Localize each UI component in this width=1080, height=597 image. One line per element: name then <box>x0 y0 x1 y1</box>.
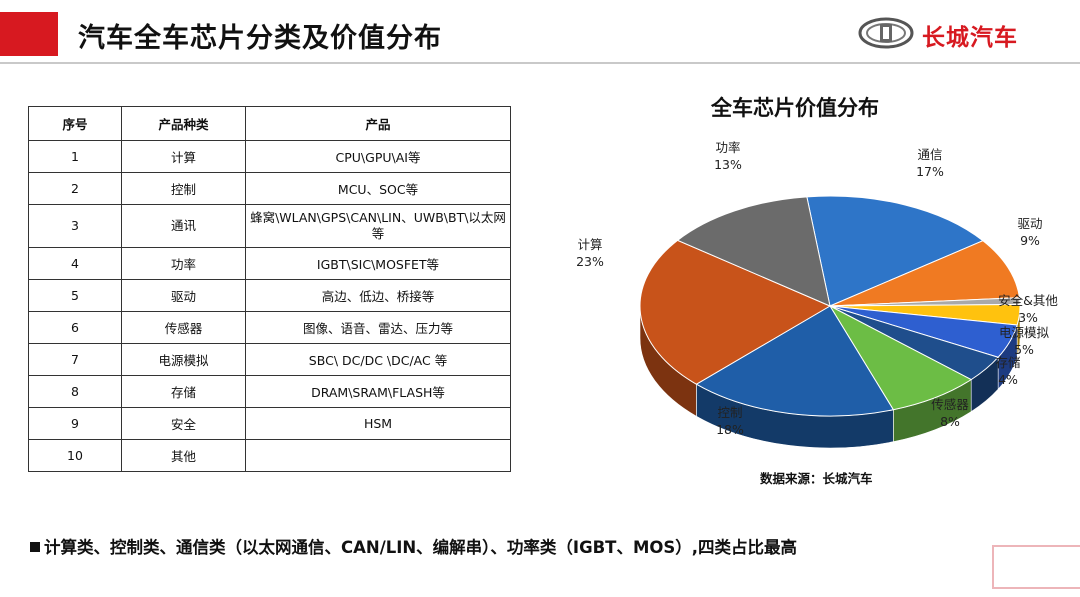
table-row: 9 安全 HSM <box>28 407 511 440</box>
column-header: 序号 <box>28 106 122 141</box>
watermark-stamp <box>992 545 1080 589</box>
pie-label-value: 5% <box>1014 342 1034 357</box>
row-index: 4 <box>28 247 122 280</box>
pie-label-value: 23% <box>576 254 604 269</box>
row-index: 3 <box>28 204 122 248</box>
chart-title: 全车芯片价值分布 <box>711 96 879 120</box>
great-wall-logo-icon <box>858 17 914 49</box>
row-category: 通讯 <box>121 204 246 248</box>
pie-label-value: 13% <box>714 157 742 172</box>
pie-slice-控制 <box>695 305 895 417</box>
row-category: 控制 <box>121 172 246 205</box>
pie-label: 计算 23% <box>550 236 630 270</box>
table-row: 4 功率 IGBT\SIC\MOSFET等 <box>28 247 511 280</box>
row-product: 图像、语音、雷达、压力等 <box>245 311 511 344</box>
row-product: DRAM\SRAM\FLASH等 <box>245 375 511 408</box>
summary-note: 计算类、控制类、通信类（以太网通信、CAN/LIN、编解串）、功率类（IGBT、… <box>30 534 797 558</box>
pie-slice-驱动 <box>829 240 1021 307</box>
pie-slice-功率 <box>676 196 831 307</box>
header-divider <box>0 62 1080 64</box>
table-row: 1 计算 CPU\GPU\AI等 <box>28 140 511 173</box>
summary-note-text: 计算类、控制类、通信类（以太网通信、CAN/LIN、编解串）、功率类（IGBT、… <box>44 538 798 557</box>
pie-label: 电源模拟 5% <box>984 324 1064 358</box>
pie-label-name: 传感器 <box>931 397 969 412</box>
pie-label: 驱动 9% <box>990 215 1070 249</box>
row-product <box>245 439 511 472</box>
row-product: 蜂窝\WLAN\GPS\CAN\LIN、UWB\BT\以太网等 <box>245 204 511 248</box>
pie-label: 功率 13% <box>688 139 768 173</box>
pie-label: 通信 17% <box>890 146 970 180</box>
table-row: 5 驱动 高边、低边、桥接等 <box>28 279 511 312</box>
row-index: 8 <box>28 375 122 408</box>
pie-slice-计算 <box>639 239 832 385</box>
row-product: IGBT\SIC\MOSFET等 <box>245 247 511 280</box>
row-product: SBC\ DC/DC \DC/AC 等 <box>245 343 511 376</box>
pie-label-value: 4% <box>998 372 1018 387</box>
header: 汽车全车芯片分类及价值分布 长城汽车 <box>0 0 1080 66</box>
row-index: 9 <box>28 407 122 440</box>
chip-value-pie-chart: 全车芯片价值分布 数据来源：长城汽车 通信 17% 驱动 9% 安全&其他 3% 电源模拟 5… <box>560 70 1080 500</box>
row-index: 1 <box>28 140 122 173</box>
table-row: 3 通讯 蜂窝\WLAN\GPS\CAN\LIN、UWB\BT\以太网等 <box>28 204 511 248</box>
header-accent-bar <box>0 12 58 56</box>
pie-slice-传感器 <box>828 304 973 411</box>
row-product: HSM <box>245 407 511 440</box>
row-index: 10 <box>28 439 122 472</box>
row-category: 计算 <box>121 140 246 173</box>
pie-label: 传感器 8% <box>910 396 990 430</box>
row-index: 5 <box>28 279 122 312</box>
pie-label: 存储 4% <box>968 354 1048 388</box>
pie-label-value: 3% <box>1018 310 1038 325</box>
pie-label-name: 电源模拟 <box>998 325 1049 340</box>
pie-label-name: 安全&其他 <box>998 293 1058 308</box>
table-header-row: 序号 产品种类 产品 <box>28 106 511 141</box>
pie-label: 安全&其他 3% <box>988 292 1068 326</box>
row-product: 高边、低边、桥接等 <box>245 279 511 312</box>
row-index: 2 <box>28 172 122 205</box>
bullet-square-icon <box>30 542 40 552</box>
brand-logo: 长城汽车 <box>858 17 1058 51</box>
pie-label-value: 17% <box>916 164 944 179</box>
row-category: 其他 <box>121 439 246 472</box>
brand-name: 长城汽车 <box>922 25 1018 51</box>
row-index: 6 <box>28 311 122 344</box>
row-category: 驱动 <box>121 279 246 312</box>
pie-label-name: 驱动 <box>1017 216 1043 231</box>
column-header: 产品种类 <box>121 106 246 141</box>
row-category: 传感器 <box>121 311 246 344</box>
pie-label-value: 9% <box>1020 233 1040 248</box>
pie-chart-svg <box>639 195 1021 449</box>
pie-label-value: 18% <box>716 422 744 437</box>
pie-label-value: 8% <box>940 414 960 429</box>
pie-label-name: 控制 <box>717 405 743 420</box>
pie-label-name: 通信 <box>917 147 943 162</box>
table-row: 6 传感器 图像、语音、雷达、压力等 <box>28 311 511 344</box>
pie-slice-通信 <box>806 195 984 307</box>
page-title: 汽车全车芯片分类及价值分布 <box>78 23 442 54</box>
table-row: 7 电源模拟 SBC\ DC/DC \DC/AC 等 <box>28 343 511 376</box>
table-row: 2 控制 MCU、SOC等 <box>28 172 511 205</box>
row-category: 存储 <box>121 375 246 408</box>
pie-label: 控制 18% <box>690 404 770 438</box>
row-category: 电源模拟 <box>121 343 246 376</box>
row-product: CPU\GPU\AI等 <box>245 140 511 173</box>
table-row: 10 其他 <box>28 439 511 472</box>
pie-label-name: 功率 <box>715 140 741 155</box>
row-product: MCU、SOC等 <box>245 172 511 205</box>
row-category: 安全 <box>121 407 246 440</box>
row-index: 7 <box>28 343 122 376</box>
pie-label-name: 存储 <box>995 355 1021 370</box>
table-row: 8 存储 DRAM\SRAM\FLASH等 <box>28 375 511 408</box>
chart-source: 数据来源：长城汽车 <box>760 471 873 486</box>
column-header: 产品 <box>245 106 511 141</box>
row-category: 功率 <box>121 247 246 280</box>
pie-label-name: 计算 <box>577 237 603 252</box>
